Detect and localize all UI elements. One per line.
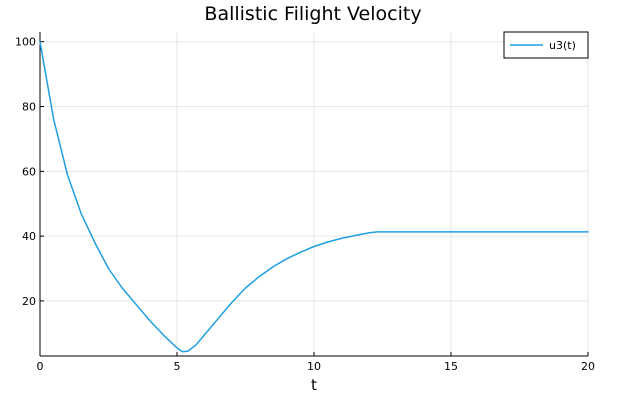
- x-tick-label: 5: [174, 360, 181, 373]
- y-tick-label: 80: [22, 101, 36, 114]
- x-axis-label: t: [311, 376, 317, 394]
- x-tick-label: 15: [444, 360, 458, 373]
- series: [39, 40, 589, 353]
- x-tick-label: 0: [37, 360, 44, 373]
- grid: [39, 32, 589, 356]
- series-line-u3: [39, 40, 589, 353]
- tick-labels: 0 5 10 15 20 20 40 60 80 100: [15, 36, 595, 373]
- x-tick-label: 10: [307, 360, 321, 373]
- y-tick-label: 100: [15, 36, 36, 49]
- y-tick-label: 40: [22, 230, 36, 243]
- y-tick-label: 60: [22, 165, 36, 178]
- x-tick-label: 20: [581, 360, 595, 373]
- y-tick-label: 20: [22, 295, 36, 308]
- legend-label: u3(t): [549, 39, 576, 52]
- legend: u3(t): [503, 31, 589, 59]
- chart-title: Ballistic Filight Velocity: [204, 3, 421, 25]
